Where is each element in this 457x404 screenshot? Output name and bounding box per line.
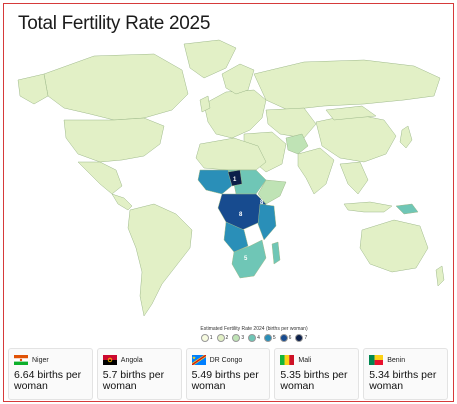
canada	[43, 53, 189, 121]
mongolia	[325, 105, 377, 121]
legend-swatch-4	[248, 334, 257, 342]
legend-swatch-6	[279, 334, 288, 342]
fertility-value: 5.35 births per woman	[280, 369, 348, 392]
east-africa	[257, 203, 277, 241]
europe	[203, 89, 267, 139]
legend-item-4: 4	[248, 334, 260, 342]
legend-items: 1 2 3 4 5 6 7	[184, 334, 324, 342]
legend-swatch-7	[295, 334, 304, 342]
legend-swatch-5	[263, 334, 272, 342]
map-label-east: 8	[260, 200, 264, 206]
card-header: Benin	[369, 354, 442, 366]
papua-new-guinea	[395, 203, 419, 215]
country-card-benin: Benin 5.34 births per woman	[363, 348, 448, 400]
southern-africa	[231, 239, 267, 279]
page-title: Total Fertility Rate 2025	[18, 13, 211, 34]
card-header: Angola	[102, 354, 176, 366]
legend-item-5: 5	[263, 334, 276, 342]
world-map-svg: 1 8 8 5	[17, 39, 445, 317]
country-name: Mali	[298, 356, 312, 364]
south-america	[127, 203, 193, 317]
dr-congo-flag-icon	[191, 355, 206, 365]
country-name: Angola	[120, 356, 143, 364]
legend-label-1: 1	[209, 335, 213, 341]
legend-label-6: 6	[288, 335, 292, 341]
country-name: Niger	[32, 356, 49, 364]
country-name: Benin	[387, 356, 406, 364]
legend-item-1: 1	[200, 334, 213, 342]
country-card-niger: Niger 6.64 births per woman	[8, 348, 93, 400]
japan	[399, 125, 413, 149]
top-countries-cards: Niger 6.64 births per woman Angola 5.7 b…	[8, 348, 448, 400]
usa	[63, 117, 165, 163]
new-zealand	[435, 265, 445, 287]
horn-of-africa	[257, 179, 287, 205]
mexico	[77, 161, 123, 195]
russia	[253, 59, 441, 111]
greenland	[183, 39, 237, 79]
legend-label-7: 7	[304, 335, 308, 341]
australia	[359, 219, 429, 273]
map-label-chad: 1	[233, 177, 237, 183]
madagascar	[271, 241, 281, 265]
legend-swatch-2	[216, 334, 225, 342]
legend-item-7: 7	[295, 334, 307, 342]
alaska	[17, 73, 49, 105]
scandinavia	[221, 63, 255, 95]
legend-swatch-3	[232, 334, 241, 342]
mali-flag-icon	[280, 355, 295, 365]
central-america	[111, 193, 133, 211]
indonesia	[343, 201, 393, 213]
legend-label-2: 2	[225, 335, 229, 341]
fertility-value: 5.7 births per woman	[102, 369, 165, 392]
central-africa	[217, 193, 267, 231]
angola-flag-icon	[102, 355, 117, 365]
uk	[199, 95, 211, 113]
country-card-dr-congo: DR Congo 5.49 births per woman	[185, 348, 271, 400]
legend-label-3: 3	[241, 335, 245, 341]
benin-flag-icon	[369, 355, 384, 365]
south-asia	[297, 147, 335, 195]
map-label-congo: 8	[239, 212, 243, 218]
legend-item-6: 6	[279, 334, 292, 342]
angola-region	[223, 221, 249, 253]
legend-label-4: 4	[257, 335, 260, 341]
card-header: DR Congo	[191, 354, 265, 366]
map-label-south: 5	[244, 256, 248, 262]
fertility-value: 5.34 births per woman	[369, 369, 437, 392]
card-header: Mali	[280, 354, 353, 366]
legend-item-2: 2	[216, 334, 229, 342]
map-legend: Estimated Fertility Rate 2024 (births pe…	[184, 326, 324, 342]
country-card-mali: Mali 5.35 births per woman	[274, 348, 360, 400]
infographic-frame: Total Fertility Rate 2025	[3, 3, 454, 402]
legend-label-5: 5	[272, 335, 276, 341]
afghanistan	[285, 133, 309, 155]
world-map: 1 8 8 5	[4, 34, 453, 326]
legend-item-3: 3	[232, 334, 244, 342]
fertility-value: 5.49 births per woman	[191, 369, 259, 392]
legend-title: Estimated Fertility Rate 2024 (births pe…	[200, 326, 308, 332]
card-header: Niger	[14, 354, 87, 366]
fertility-value: 6.64 births per woman	[14, 369, 82, 392]
legend-swatch-1	[200, 334, 209, 342]
country-card-angola: Angola 5.7 births per woman	[96, 348, 182, 400]
southeast-asia	[339, 161, 369, 195]
chad-highlight	[227, 169, 243, 187]
country-name: DR Congo	[209, 356, 243, 364]
niger-flag-icon	[14, 355, 28, 365]
